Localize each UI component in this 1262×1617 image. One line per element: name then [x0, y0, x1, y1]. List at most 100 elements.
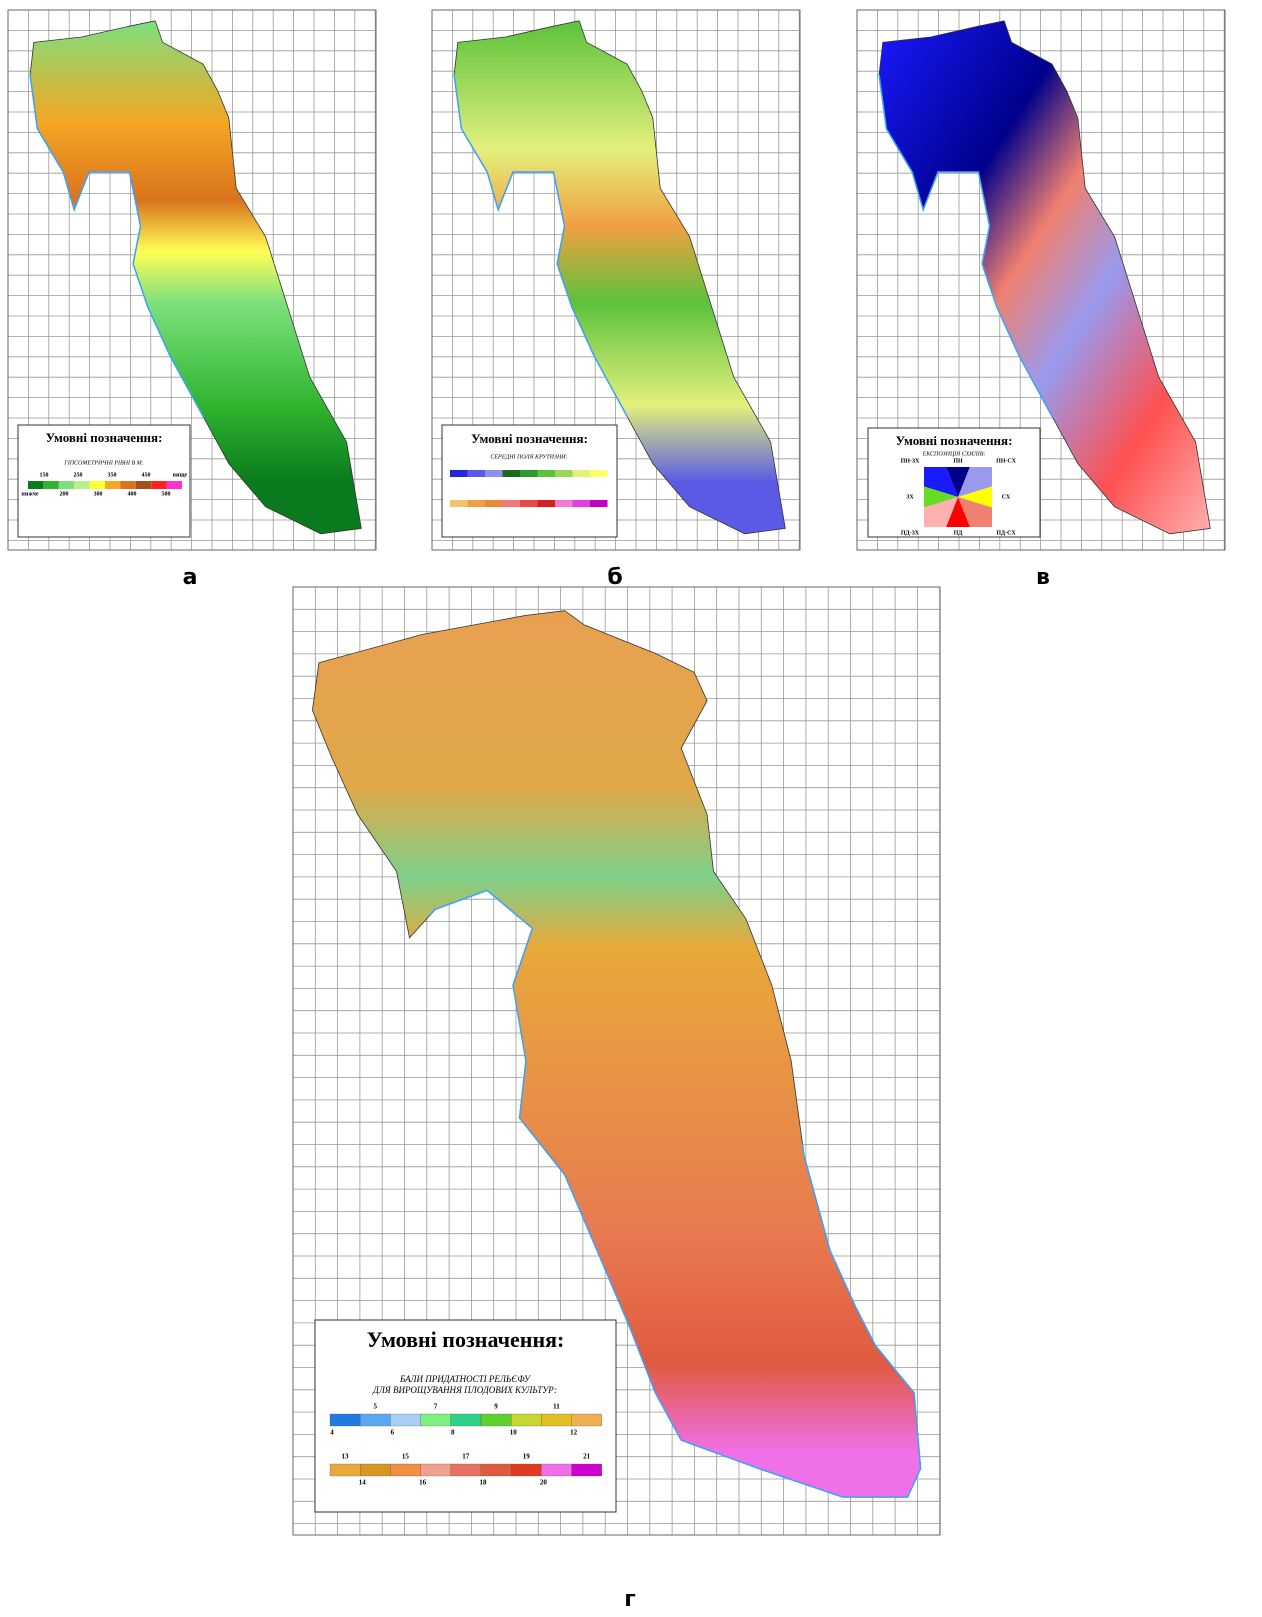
river-border [29, 19, 363, 535]
legend-swatch [537, 500, 555, 507]
aspect-wedge [946, 497, 970, 527]
legend-swatch [485, 470, 503, 477]
aspect-wedge [958, 467, 992, 497]
map-frame [431, 9, 801, 551]
legend-label: 250 [74, 472, 83, 478]
legend-swatch [135, 481, 152, 489]
legend-label: 17 [462, 1453, 470, 1461]
legend-swatch [572, 500, 590, 507]
river-border [878, 19, 1212, 535]
legend-swatch [485, 500, 503, 507]
legend-label: 200 [60, 491, 69, 497]
legend-swatch [511, 1463, 542, 1477]
legend-label: 10 [510, 1429, 518, 1437]
legend-label: нижче [21, 491, 38, 497]
legend-swatch [511, 1413, 542, 1427]
aspect-wedge [946, 467, 970, 497]
legend-swatch [450, 1463, 482, 1477]
legend-swatch [571, 1463, 602, 1477]
legend-box [441, 424, 618, 538]
legend-swatch [74, 481, 90, 489]
legend-swatch [590, 500, 608, 507]
legend-swatch [151, 481, 167, 489]
legend-label: СХ [1002, 494, 1011, 500]
legend-label: 20 [540, 1479, 548, 1487]
panel-label: в [1036, 565, 1050, 590]
legend-swatch [450, 1413, 482, 1427]
aspect-wedge [924, 486, 958, 508]
legend-label: ПН-ЗХ [901, 458, 920, 464]
legend-swatch [502, 500, 520, 507]
legend-swatch [390, 1413, 421, 1427]
legend-label: 500 [162, 491, 171, 497]
legend-swatch [58, 481, 75, 489]
legend-swatch [329, 1463, 361, 1477]
legend-label: 8 [451, 1429, 455, 1437]
map-frame [7, 9, 377, 551]
legend-swatch [28, 481, 44, 489]
aspect-wedge [958, 486, 992, 508]
aspect-wedge [958, 497, 992, 527]
legend-label: вище [173, 472, 188, 478]
legend-swatch [420, 1413, 451, 1427]
legend-label: 21 [583, 1453, 591, 1461]
legend-swatch [390, 1463, 421, 1477]
legend-swatch [520, 470, 538, 477]
legend-title: Умовні позначення: [896, 433, 1013, 448]
panel-label: г [624, 1587, 636, 1612]
legend-subtitle: СЕРЕДНІ ПОЛЯ КРУТИЗНИ: [490, 454, 567, 460]
legend-swatch [467, 470, 485, 477]
legend-swatch [105, 481, 121, 489]
legend-label: 150 [40, 472, 49, 478]
legend-label: ПН [953, 458, 963, 464]
legend-swatch [520, 500, 538, 507]
legend-swatch [329, 1413, 361, 1427]
legend-label: 400 [128, 491, 137, 497]
map-panel [431, 9, 801, 551]
legend-swatch [467, 500, 485, 507]
legend-title: Умовні позначення: [471, 431, 588, 446]
legend-swatch [450, 470, 468, 477]
legend-subtitle: ДЛЯ ВИРОЩУВАННЯ ПЛОДОВИХ КУЛЬТУР: [372, 1385, 557, 1395]
legend-swatch [555, 470, 573, 477]
legend-subtitle: БАЛИ ПРИДАТНОСТІ РЕЛЬЄФУ [399, 1374, 531, 1384]
legend-swatch [420, 1463, 451, 1477]
aspect-wedge [924, 497, 958, 527]
legend-swatch [541, 1413, 572, 1427]
legend-label: ЗХ [906, 494, 914, 500]
map-frame [292, 586, 941, 1536]
legend-swatch [480, 1413, 512, 1427]
legend-swatch [166, 481, 182, 489]
legend-subtitle: ГІПСОМЕТРИЧНІ РІВНІ В М: [63, 460, 143, 466]
legend-label: ПД-СХ [996, 530, 1016, 536]
legend-title: Умовні позначення: [367, 1327, 565, 1352]
legend-label: 6 [391, 1429, 395, 1437]
legend-label: 13 [342, 1453, 350, 1461]
legend-swatch [537, 470, 555, 477]
legend-subtitle: ЕКСПОЗИЦІЯ СХИЛІВ: [922, 451, 986, 457]
legend-label: 300 [94, 491, 103, 497]
legend-title: Умовні позначення: [46, 430, 163, 445]
legend-label: 14 [359, 1479, 367, 1487]
legend-swatch [89, 481, 105, 489]
legend-swatch [590, 470, 608, 477]
legend-label: 5 [373, 1403, 377, 1411]
river-border [453, 19, 787, 535]
legend-label: 16 [419, 1479, 427, 1487]
legend-swatch [502, 470, 520, 477]
legend-label: 19 [523, 1453, 531, 1461]
panel-label: а [183, 565, 198, 590]
legend-swatch [555, 500, 573, 507]
legend-label: 18 [480, 1479, 488, 1487]
legend-swatch [120, 481, 136, 489]
legend-swatch [450, 500, 468, 507]
map-frame [856, 9, 1226, 551]
legend-label: 15 [402, 1453, 410, 1461]
legend-swatch [541, 1463, 572, 1477]
legend-swatch [571, 1413, 602, 1427]
legend-swatch [480, 1463, 512, 1477]
aspect-wedge [924, 467, 958, 497]
legend-label: ПН-СХ [996, 458, 1017, 464]
